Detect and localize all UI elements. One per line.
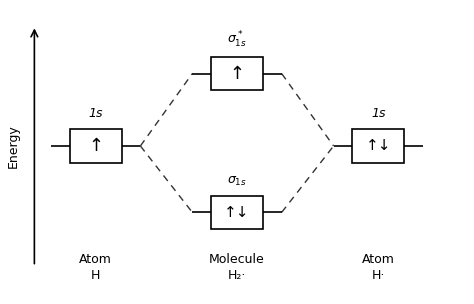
- Text: $\sigma_{1s}^*$: $\sigma_{1s}^*$: [227, 29, 247, 50]
- Text: Atom: Atom: [362, 254, 395, 267]
- Text: $\sigma_{1s}$: $\sigma_{1s}$: [227, 175, 247, 188]
- Text: 1s: 1s: [371, 107, 386, 120]
- Text: ↑↓: ↑↓: [224, 205, 250, 220]
- Text: Molecule: Molecule: [209, 254, 265, 267]
- Text: H·: H·: [372, 268, 385, 282]
- Text: ↑↓: ↑↓: [365, 139, 391, 154]
- Text: ↑: ↑: [88, 137, 103, 155]
- Text: H₂·: H₂·: [228, 268, 246, 282]
- Text: 1s: 1s: [88, 107, 103, 120]
- Text: Atom: Atom: [79, 254, 112, 267]
- Bar: [353, 130, 404, 163]
- Bar: [211, 196, 263, 229]
- Text: Energy: Energy: [7, 124, 19, 168]
- Text: H: H: [91, 268, 100, 282]
- Text: ↑: ↑: [229, 65, 245, 83]
- Bar: [70, 130, 121, 163]
- Bar: [211, 57, 263, 90]
